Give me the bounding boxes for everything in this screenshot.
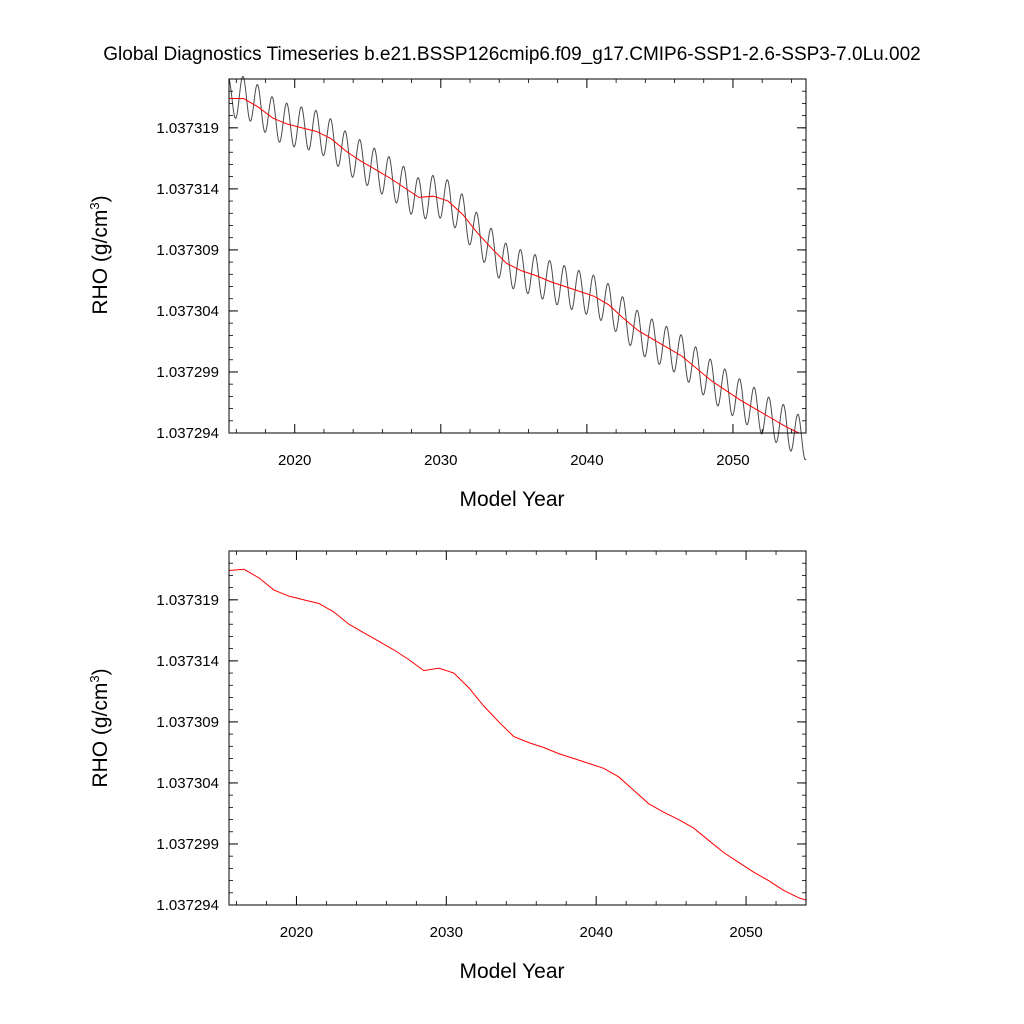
top-tick-marks: [229, 78, 806, 434]
y-tick-label: 1.037314: [156, 181, 219, 198]
y-tick-label: 1.037299: [156, 364, 219, 381]
bottom-data-marks: [228, 568, 807, 901]
x-tick-label: 2020: [280, 924, 313, 941]
y-tick-label: 1.037294: [156, 897, 219, 914]
bottom-x-axis-title: Model Year: [459, 960, 564, 983]
x-tick-label: 2040: [579, 924, 612, 941]
y-tick-label: 1.037319: [156, 120, 219, 137]
y-tick-label: 1.037304: [156, 303, 219, 320]
page-title: Global Diagnostics Timeseries b.e21.BSSP…: [103, 44, 921, 65]
series-line-annual-mean: [228, 568, 807, 901]
series-line-smoothed: [229, 98, 799, 434]
y-tick-label: 1.037314: [156, 653, 219, 670]
y-tick-label: 1.037309: [156, 242, 219, 259]
top-y-tick-labels: 1.037294 1.037299 1.037304 1.037309 1.037314…: [156, 120, 219, 442]
bottom-x-tick-labels: 2020 2030 2040 2050: [280, 924, 763, 941]
top-y-axis-title: RHO (g/cm3): [87, 195, 112, 314]
bottom-y-tick-labels: 1.037294 1.037299 1.037304 1.037309 1.037314…: [156, 592, 219, 914]
series-line-raw: [228, 75, 807, 461]
bottom-y-axis-title: RHO (g/cm3): [87, 668, 112, 787]
bottom-plot-frame: [228, 550, 807, 906]
x-tick-label: 2030: [424, 452, 457, 469]
top-data-marks: [228, 75, 807, 461]
x-tick-label: 2020: [278, 452, 311, 469]
chart-top: 1.037294 1.037299 1.037304 1.037309 1.037314…: [87, 75, 807, 511]
y-tick-label: 1.037309: [156, 714, 219, 731]
y-tick-label: 1.037294: [156, 425, 219, 442]
top-x-axis-title: Model Year: [459, 488, 564, 511]
bottom-tick-marks: [229, 550, 807, 906]
x-tick-label: 2050: [716, 452, 749, 469]
x-tick-label: 2040: [570, 452, 603, 469]
y-tick-label: 1.037304: [156, 775, 219, 792]
x-tick-label: 2030: [430, 924, 463, 941]
top-plot-frame: [228, 78, 807, 434]
top-x-tick-labels: 2020 2030 2040 2050: [278, 452, 750, 469]
chart-bottom: 1.037294 1.037299 1.037304 1.037309 1.037314…: [87, 550, 807, 983]
y-tick-label: 1.037319: [156, 592, 219, 609]
y-tick-label: 1.037299: [156, 836, 219, 853]
x-tick-label: 2050: [729, 924, 762, 941]
